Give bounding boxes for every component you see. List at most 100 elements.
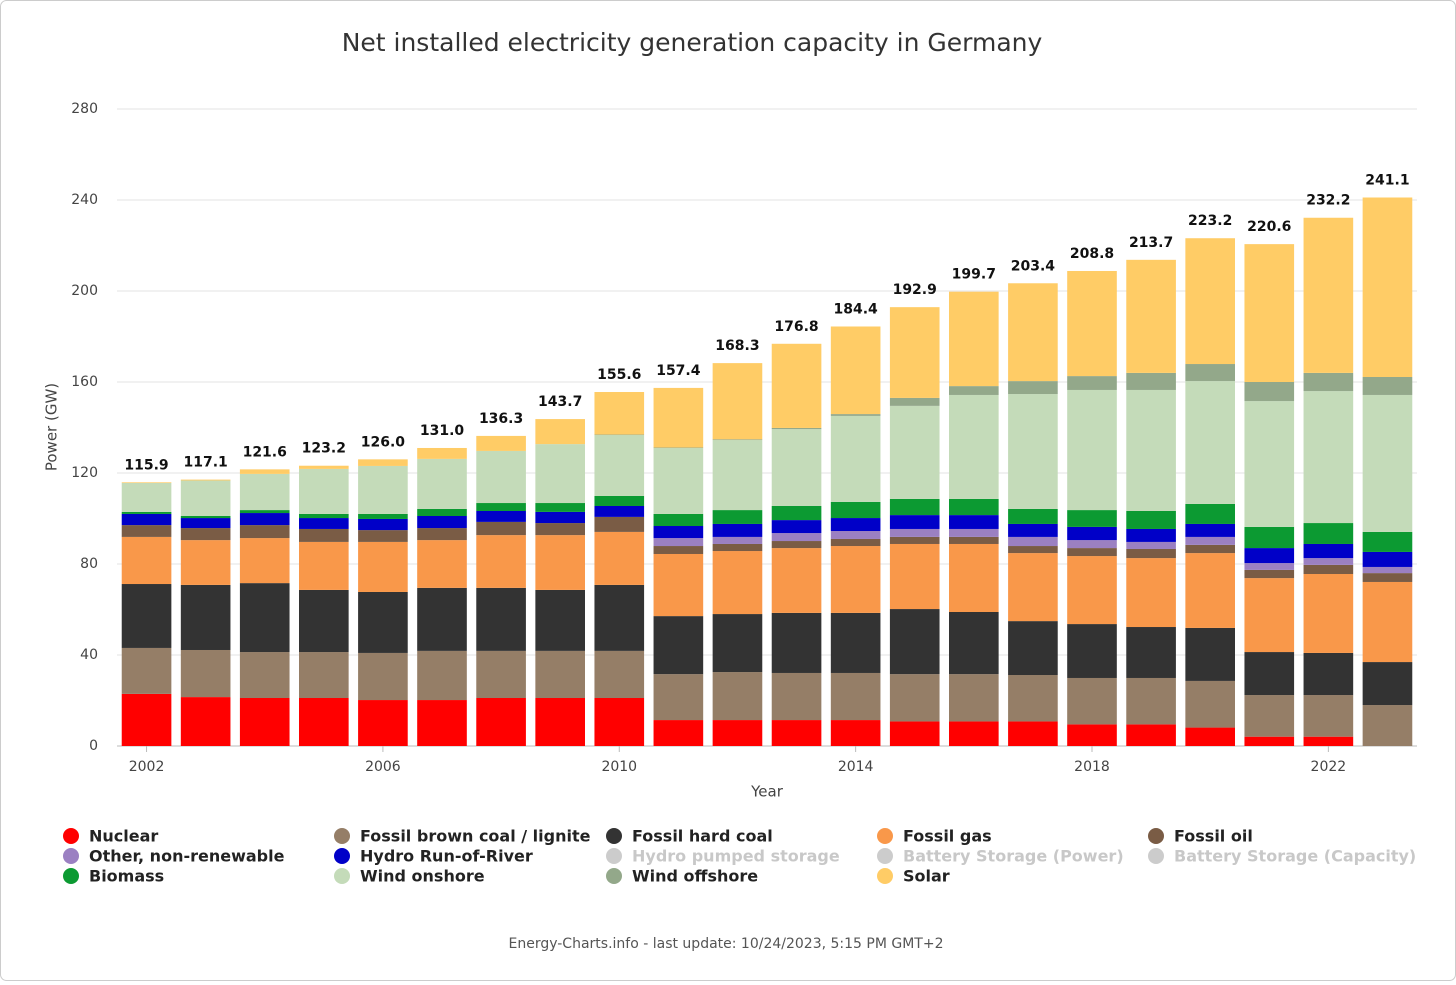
bar-segment [712,672,763,721]
bar-segment [889,307,940,398]
bar-segment [1185,238,1235,365]
bar-segment [712,551,763,615]
bar-segment [1008,675,1058,722]
bar-segment [1244,563,1295,570]
bar-segment [358,700,408,746]
bar-segment [949,612,999,675]
bar-segment [653,546,704,554]
y-tick-label: 280 [71,101,98,117]
bar-segment [594,392,645,435]
bar-segment [1067,548,1117,557]
bar-segment [476,535,526,588]
bar-segment [594,505,645,517]
legend-label: Fossil oil [1174,827,1253,846]
bar-segment [1126,541,1176,549]
bar-segment [1185,627,1235,681]
y-tick-label: 200 [71,283,98,299]
bar-segment [121,647,172,694]
total-label: 223.2 [1188,213,1232,229]
total-label: 143.7 [538,394,582,410]
bar-segment [1067,724,1117,746]
bar-segment [1303,736,1354,746]
bar-segment [889,536,940,544]
legend-marker [334,848,350,864]
bar-segment [299,589,349,653]
x-tick-label: 2018 [1074,759,1110,775]
bar-segment [417,458,467,509]
bar-segment [1244,548,1295,564]
bar-segment [1067,540,1117,549]
bar-segment [299,518,349,529]
total-label: 192.9 [893,282,937,298]
bar-segment [1362,581,1413,663]
legend-label: Fossil hard coal [632,827,773,846]
bar-segment [1362,376,1413,395]
bar-segment [830,326,881,415]
bar-segment [949,528,999,537]
bar-segment [358,541,408,592]
bar-segment [180,518,231,529]
bar-segment [712,440,763,511]
bar-segment [239,525,290,539]
bar-segment [1244,244,1295,382]
bar-segment [121,693,172,746]
bar-segment [949,498,999,516]
bar-segment [1303,564,1354,575]
legend-marker [877,828,893,844]
bar-segment [1303,372,1354,392]
bar-segment [653,674,704,721]
bar-segment [712,614,763,673]
bar-segment [417,508,467,516]
bar-segment [1362,662,1413,706]
bar-segment [358,591,408,653]
bar-segment [1067,624,1117,678]
bar-segment [949,394,999,499]
bar-segment [358,459,408,466]
bar-segment [771,520,822,534]
bar-segment [180,515,231,519]
legend-label: Hydro pumped storage [632,847,840,866]
bar-segment [1303,523,1354,544]
bar-segment [535,650,585,698]
bar-segment [1008,283,1058,382]
bar-segment [299,541,349,590]
bar-segment [889,498,940,516]
legend-label: Battery Storage (Capacity) [1174,847,1416,866]
bar-segment [1303,574,1354,653]
y-tick-label: 160 [71,374,98,390]
bar-segment [299,697,349,746]
legend-label: Hydro Run-of-River [360,847,533,866]
bar-segment [476,510,526,522]
bar-segment [1126,259,1176,373]
bar-segment [121,525,172,537]
bar-segment [299,465,349,469]
total-label: 208.8 [1070,246,1114,262]
bar-segment [121,483,172,512]
bar-segment [830,415,881,502]
bar-segment [417,528,467,541]
bar-segment [1126,627,1176,678]
bar-segment [1303,652,1354,696]
footer: Energy-Charts.info - last update: 10/24/… [508,936,943,952]
bar-segment [1008,721,1058,746]
bar-segment [1008,536,1058,547]
total-label: 199.7 [952,267,996,283]
legend-label: Biomass [89,867,164,886]
legend-marker [1148,828,1164,844]
bar-segment [417,540,467,588]
bar-segment [949,674,999,722]
legend-marker [334,828,350,844]
bar-segment [653,720,704,746]
bar-segment [121,511,172,514]
bar-segment [476,450,526,504]
bar-segment [535,589,585,651]
bar-segment [771,343,822,428]
bar-segment [653,616,704,675]
legend-label: Nuclear [89,827,158,846]
total-label: 203.4 [1011,258,1056,274]
total-label: 157.4 [656,363,701,379]
bar-segment [1008,508,1058,524]
bar-segment [476,587,526,651]
bar-segment [1126,510,1176,529]
